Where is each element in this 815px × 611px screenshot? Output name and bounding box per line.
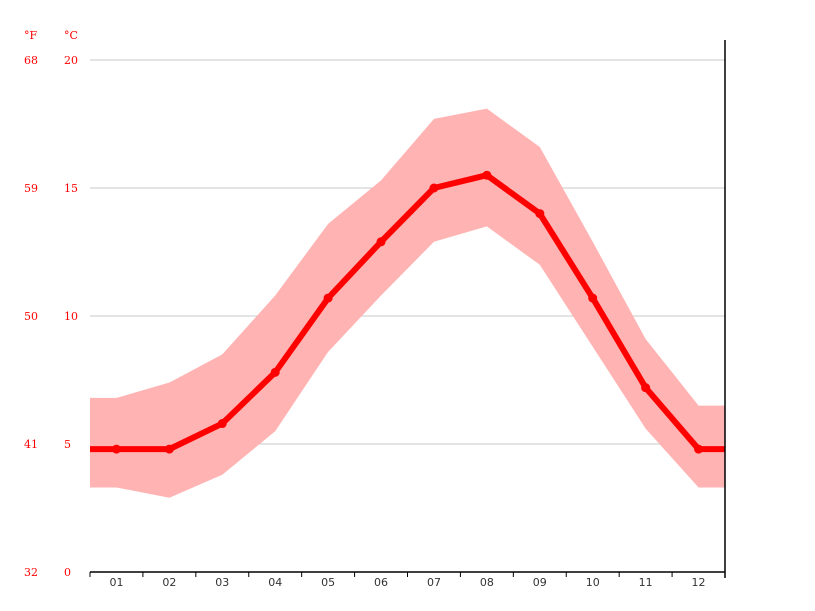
average-temperature-line <box>90 172 725 453</box>
data-point <box>111 444 121 454</box>
x-tick-label: 09 <box>533 576 547 589</box>
y-tick-label-f: 50 <box>24 310 38 323</box>
data-point <box>270 367 280 377</box>
x-axis-labels: 01 02 03 04 05 06 07 08 09 10 11 12 <box>89 572 726 589</box>
x-tick-label: 03 <box>215 576 229 589</box>
y-tick-label-c: 0 <box>64 566 71 579</box>
data-point <box>588 293 598 303</box>
x-tick-label: 10 <box>586 576 600 589</box>
data-points <box>111 170 704 454</box>
x-tick-label: 11 <box>639 576 653 589</box>
x-tick-label: 02 <box>162 576 176 589</box>
y-tick-label-c: 5 <box>64 438 71 451</box>
x-tick-label: 01 <box>109 576 123 589</box>
fahrenheit-unit-label: °F <box>24 29 38 42</box>
data-point <box>429 183 439 193</box>
data-point <box>323 293 333 303</box>
x-tick-label: 07 <box>427 576 441 589</box>
y-tick-label-f: 59 <box>24 182 38 195</box>
data-point <box>164 444 174 454</box>
y-axis-labels: °F °C 32 0 41 5 50 10 59 15 68 20 <box>24 29 78 579</box>
x-tick-label: 04 <box>268 576 282 589</box>
x-tick-label: 06 <box>374 576 388 589</box>
x-tick-label: 05 <box>321 576 335 589</box>
y-tick-label-c: 15 <box>64 182 78 195</box>
y-tick-label-c: 20 <box>64 54 78 67</box>
y-tick-label-f: 32 <box>24 566 38 579</box>
y-tick-label-f: 41 <box>24 438 38 451</box>
y-tick-label-c: 10 <box>64 310 78 323</box>
data-point <box>535 209 545 219</box>
x-tick-label: 08 <box>480 576 494 589</box>
x-tick-label: 12 <box>692 576 706 589</box>
data-point <box>217 419 227 429</box>
data-point <box>694 444 704 454</box>
data-point <box>641 383 651 393</box>
data-point <box>482 170 492 180</box>
celsius-unit-label: °C <box>64 29 78 42</box>
data-point <box>376 237 386 247</box>
y-tick-label-f: 68 <box>24 54 38 67</box>
